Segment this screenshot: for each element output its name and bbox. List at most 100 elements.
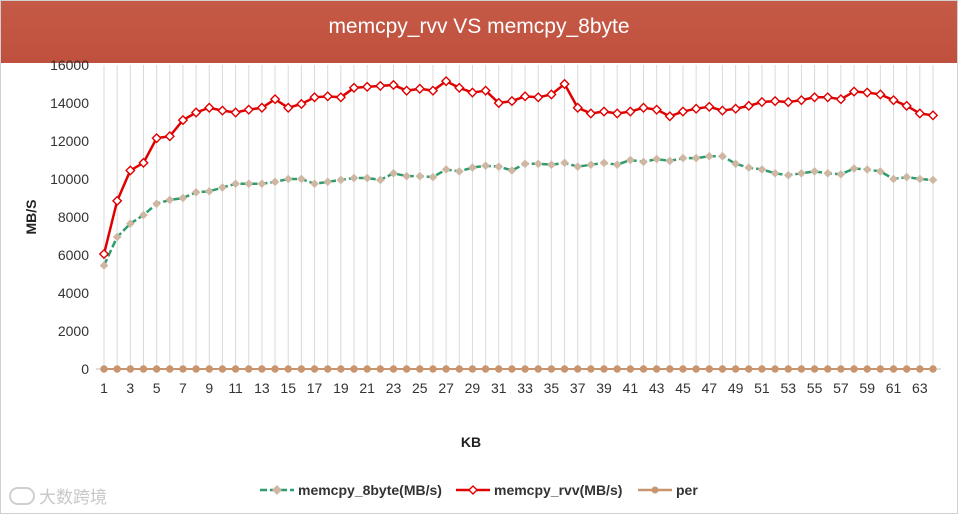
data-point [205, 365, 213, 373]
y-tick-label: 14000 [50, 95, 89, 111]
title-bar [1, 1, 957, 63]
data-point [705, 365, 714, 373]
legend-marker [651, 486, 659, 494]
data-point [283, 174, 293, 184]
x-tick-label: 13 [254, 380, 270, 396]
data-point [586, 160, 596, 170]
data-point [889, 365, 898, 373]
data-point [612, 160, 622, 170]
x-tick-label: 41 [623, 380, 639, 396]
data-point [258, 365, 266, 373]
data-point [745, 365, 753, 373]
data-point [113, 365, 121, 373]
data-point [283, 102, 294, 113]
legend-item-memcpy-8byte: memcpy_8byte(MB/s) [260, 482, 442, 498]
data-point [256, 102, 268, 113]
data-point [309, 92, 320, 103]
data-point [166, 365, 174, 373]
data-point [638, 102, 649, 113]
data-point [323, 177, 333, 187]
y-tick-label: 6000 [58, 247, 89, 263]
data-point [467, 87, 478, 98]
data-point [585, 108, 597, 119]
data-point [508, 365, 516, 373]
data-point [915, 174, 925, 184]
legend: memcpy_8byte(MB/s) memcpy_rvv(MB/s) per [260, 482, 698, 498]
data-point [323, 365, 332, 373]
data-point [677, 106, 689, 117]
data-point [639, 365, 648, 373]
watermark-text: 大数跨境 [39, 488, 107, 508]
y-tick-label: 8000 [58, 209, 89, 225]
data-point [481, 365, 490, 373]
data-point [902, 172, 911, 182]
x-tick-label: 3 [126, 380, 134, 396]
data-point [177, 114, 189, 126]
x-tick-label: 27 [438, 380, 454, 396]
data-point [361, 81, 373, 93]
data-point [626, 155, 635, 165]
legend-label: memcpy_8byte(MB/s) [298, 482, 442, 498]
data-point [823, 168, 833, 178]
data-point [414, 83, 425, 94]
data-point [179, 365, 187, 373]
x-tick-label: 35 [544, 380, 560, 396]
x-tick-label: 21 [359, 380, 375, 396]
data-point [626, 365, 635, 373]
legend-marker [272, 485, 282, 495]
x-tick-label: 53 [780, 380, 796, 396]
data-point [769, 95, 781, 107]
data-point [506, 95, 518, 107]
x-tick-label: 17 [307, 380, 323, 396]
data-point [297, 174, 306, 184]
data-point [230, 107, 241, 118]
data-point [270, 177, 280, 187]
x-tick-label: 63 [912, 380, 928, 396]
data-point [574, 365, 582, 373]
data-point [310, 179, 319, 189]
watermark-logo-icon [9, 486, 35, 505]
series-line-memcpy-rvv [102, 79, 934, 255]
data-point [402, 171, 411, 181]
data-point [559, 78, 570, 90]
chart-title: memcpy_rvv VS memcpy_8byte [328, 15, 630, 38]
data-point [927, 110, 939, 121]
data-point [204, 187, 214, 196]
data-point [402, 365, 411, 373]
data-point [310, 365, 319, 373]
data-point [744, 163, 754, 172]
data-point [876, 167, 885, 176]
data-point [98, 248, 110, 260]
data-point [441, 165, 451, 174]
data-point [362, 173, 372, 183]
data-point [152, 365, 161, 373]
data-point [691, 153, 701, 163]
data-point [111, 195, 123, 207]
data-point [442, 365, 450, 373]
data-point [836, 169, 846, 179]
data-point [519, 91, 531, 102]
data-point [507, 166, 517, 175]
data-point [547, 160, 556, 170]
data-point [757, 165, 767, 174]
data-point [415, 171, 425, 181]
data-point [454, 167, 464, 176]
data-point [837, 365, 845, 373]
x-tick-label: 33 [517, 380, 533, 396]
data-point [284, 365, 292, 373]
x-tick-label: 47 [702, 380, 718, 396]
data-point [546, 89, 557, 100]
data-point [533, 92, 544, 103]
data-point [651, 104, 662, 115]
data-point [348, 82, 360, 93]
data-point [165, 195, 175, 205]
x-tick-label: 7 [179, 380, 187, 396]
data-point [139, 210, 148, 220]
data-point [875, 89, 886, 100]
data-point [783, 170, 793, 180]
data-point [863, 365, 871, 373]
data-point [429, 365, 437, 373]
data-point [679, 365, 687, 373]
data-point [493, 97, 504, 109]
data-point [389, 365, 398, 373]
